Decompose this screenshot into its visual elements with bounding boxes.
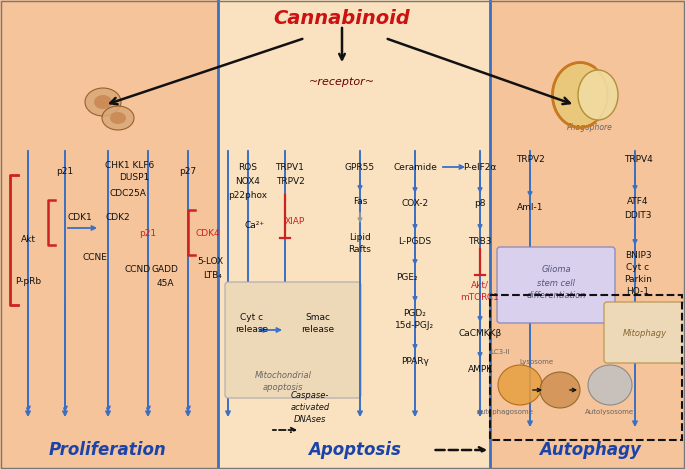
Text: TRPV1: TRPV1 — [275, 164, 304, 173]
Text: P-pRb: P-pRb — [15, 278, 41, 287]
Text: Fas: Fas — [353, 197, 367, 206]
Text: CHK1 KLF6: CHK1 KLF6 — [105, 160, 155, 169]
Ellipse shape — [578, 70, 618, 120]
Text: BNIP3: BNIP3 — [625, 251, 651, 260]
Text: LTB₄: LTB₄ — [203, 272, 223, 280]
Text: release: release — [301, 325, 334, 334]
Ellipse shape — [553, 62, 608, 128]
Text: Caspase-: Caspase- — [291, 391, 329, 400]
Text: 5-LOX: 5-LOX — [197, 257, 223, 266]
Ellipse shape — [588, 365, 632, 405]
Text: release: release — [236, 325, 269, 334]
Text: Cyt c: Cyt c — [627, 264, 649, 272]
Text: Mitophagy: Mitophagy — [623, 328, 667, 338]
Text: GADD: GADD — [151, 265, 178, 274]
Text: Smac: Smac — [306, 313, 330, 323]
Text: Akt: Akt — [21, 235, 36, 244]
Text: CDK4: CDK4 — [196, 228, 221, 237]
Text: Rafts: Rafts — [349, 245, 371, 255]
Text: p21: p21 — [140, 228, 157, 237]
Ellipse shape — [94, 95, 112, 109]
Text: activated: activated — [290, 402, 329, 411]
Text: CaCMKKβ: CaCMKKβ — [458, 328, 501, 338]
FancyBboxPatch shape — [604, 302, 685, 363]
Text: PGE₂: PGE₂ — [396, 272, 418, 281]
Text: CDC25A: CDC25A — [110, 189, 147, 197]
Text: Akt/: Akt/ — [471, 280, 489, 289]
Text: p27: p27 — [179, 167, 197, 176]
Text: differentiation: differentiation — [526, 292, 586, 301]
Text: Aml-1: Aml-1 — [516, 204, 543, 212]
Text: Autolysosome: Autolysosome — [586, 409, 634, 415]
Text: Parkin: Parkin — [624, 275, 652, 285]
Text: 15d-PGJ₂: 15d-PGJ₂ — [395, 320, 434, 330]
Text: XIAP: XIAP — [285, 217, 305, 226]
Text: ROS: ROS — [238, 164, 258, 173]
Ellipse shape — [540, 372, 580, 408]
Text: CDK1: CDK1 — [68, 213, 92, 222]
Text: Apoptosis: Apoptosis — [308, 441, 401, 459]
Text: HO-1: HO-1 — [627, 287, 649, 296]
Text: p22phox: p22phox — [228, 191, 268, 201]
Bar — [218, 0, 490, 469]
Text: COX-2: COX-2 — [401, 199, 429, 209]
Text: Mitochondrial: Mitochondrial — [255, 371, 312, 379]
Text: apoptosis: apoptosis — [263, 384, 303, 393]
Text: TRB3: TRB3 — [469, 236, 492, 245]
Text: TRPV2: TRPV2 — [516, 156, 545, 165]
Text: TRPV4: TRPV4 — [623, 156, 652, 165]
Text: Phagophore: Phagophore — [567, 123, 613, 133]
FancyBboxPatch shape — [497, 247, 615, 323]
Text: ATF4: ATF4 — [627, 197, 649, 206]
Text: p8: p8 — [474, 199, 486, 209]
Text: TRPV2: TRPV2 — [275, 177, 304, 187]
Ellipse shape — [498, 365, 542, 405]
Text: stem cell: stem cell — [537, 279, 575, 287]
Text: Ca²⁺: Ca²⁺ — [245, 220, 265, 229]
Text: CCND: CCND — [125, 265, 151, 274]
Text: NOX4: NOX4 — [236, 177, 260, 187]
Text: p21: p21 — [56, 167, 73, 176]
Text: Autophagosome: Autophagosome — [477, 409, 534, 415]
Text: Autophagy: Autophagy — [539, 441, 641, 459]
Text: DNAses: DNAses — [294, 415, 326, 424]
Text: LC3-II: LC3-II — [490, 349, 510, 355]
Text: CDK2: CDK2 — [105, 213, 130, 222]
Text: DDIT3: DDIT3 — [624, 211, 651, 219]
Text: Ceramide: Ceramide — [393, 162, 437, 172]
Text: L-PGDS: L-PGDS — [399, 236, 432, 245]
Ellipse shape — [102, 106, 134, 130]
Text: DUSP1: DUSP1 — [119, 174, 149, 182]
Text: PGD₂: PGD₂ — [403, 309, 427, 318]
Text: Cannabinoid: Cannabinoid — [273, 8, 410, 28]
Text: mTORC1: mTORC1 — [460, 293, 499, 302]
FancyBboxPatch shape — [225, 282, 361, 398]
Text: PPARγ: PPARγ — [401, 356, 429, 365]
Text: AMPK: AMPK — [467, 364, 493, 373]
Text: Cyt c: Cyt c — [240, 313, 264, 323]
Text: Lysosome: Lysosome — [519, 359, 553, 365]
Text: Lipid: Lipid — [349, 234, 371, 242]
Text: 45A: 45A — [156, 279, 174, 287]
Text: Proliferation: Proliferation — [49, 441, 167, 459]
Text: P-eIF2α: P-eIF2α — [463, 162, 497, 172]
Text: Glioma: Glioma — [541, 265, 571, 274]
Text: GPR55: GPR55 — [345, 162, 375, 172]
Ellipse shape — [85, 88, 121, 116]
Ellipse shape — [110, 112, 126, 124]
Text: CCNE: CCNE — [83, 252, 108, 262]
Text: ~receptor~: ~receptor~ — [309, 77, 375, 87]
